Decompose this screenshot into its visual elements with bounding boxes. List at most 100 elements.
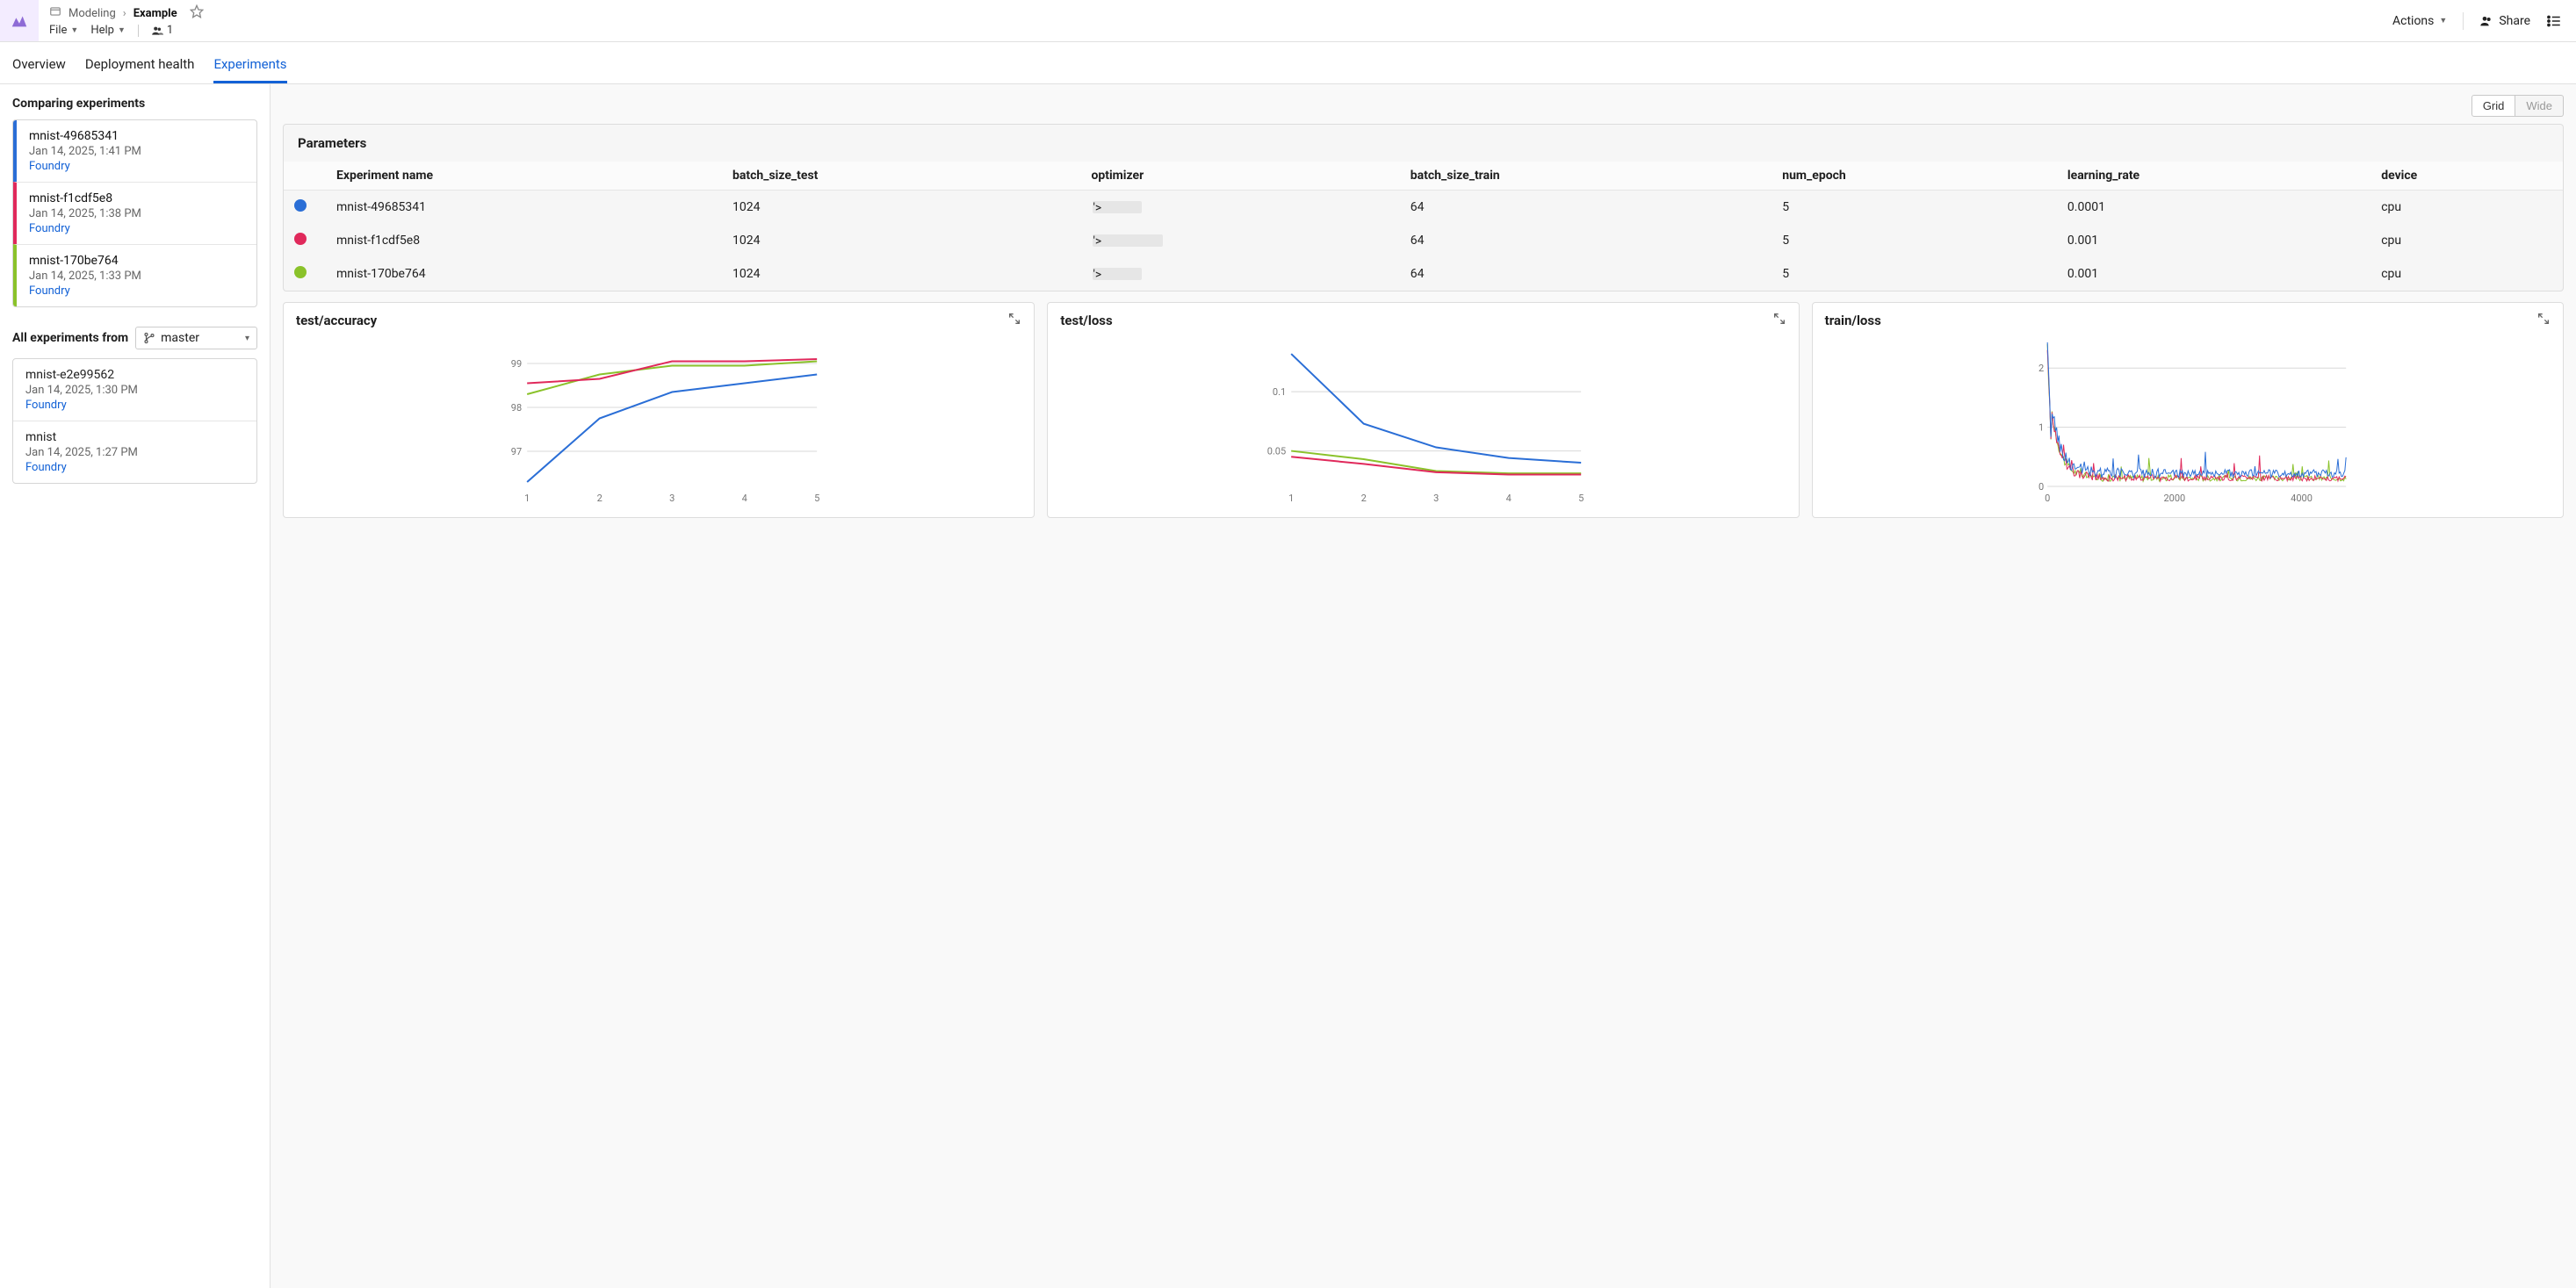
all-experiments-list: mnist-e2e99562 Jan 14, 2025, 1:30 PM Found… bbox=[12, 358, 257, 484]
svg-text:3: 3 bbox=[1433, 493, 1439, 504]
app-logo[interactable] bbox=[0, 0, 39, 41]
cell-epoch: 5 bbox=[1771, 257, 2057, 291]
comparing-experiments-list: mnist-49685341Jan 14, 2025, 1:41 PMFound… bbox=[12, 119, 257, 307]
cell-batch-test: 1024 bbox=[722, 224, 1080, 257]
menu-help[interactable]: Help▼ bbox=[90, 24, 126, 37]
cell-batch-train: 64 bbox=[1400, 224, 1771, 257]
experiment-date: Jan 14, 2025, 1:41 PM bbox=[29, 145, 244, 158]
experiment-date: Jan 14, 2025, 1:30 PM bbox=[25, 384, 244, 397]
cell-optimizer: '> bbox=[1080, 191, 1399, 225]
tab-overview[interactable]: Overview bbox=[12, 51, 66, 83]
series-dot bbox=[294, 199, 307, 212]
experiment-card[interactable]: mnist-49685341Jan 14, 2025, 1:41 PMFound… bbox=[13, 120, 256, 182]
svg-text:2: 2 bbox=[1361, 493, 1367, 504]
cell-epoch: 5 bbox=[1771, 191, 2057, 225]
cell-batch-test: 1024 bbox=[722, 191, 1080, 225]
actions-divider bbox=[2463, 12, 2464, 30]
cell-name: mnist-170be764 bbox=[326, 257, 722, 291]
svg-text:0.1: 0.1 bbox=[1273, 386, 1286, 398]
svg-text:1: 1 bbox=[2038, 422, 2044, 434]
table-header: batch_size_test bbox=[722, 162, 1080, 191]
experiment-date: Jan 14, 2025, 1:27 PM bbox=[25, 446, 244, 459]
svg-text:4: 4 bbox=[742, 493, 747, 504]
cell-lr: 0.001 bbox=[2057, 257, 2370, 291]
expand-icon[interactable] bbox=[1772, 312, 1786, 329]
cell-epoch: 5 bbox=[1771, 224, 2057, 257]
breadcrumb-chevron: › bbox=[123, 7, 126, 20]
parameters-title: Parameters bbox=[284, 125, 2563, 162]
cell-name: mnist-49685341 bbox=[326, 191, 722, 225]
list-icon[interactable] bbox=[2546, 13, 2562, 29]
experiment-card[interactable]: mnist-f1cdf5e8 Jan 14, 2025, 1:38 PM Found… bbox=[13, 182, 256, 244]
chart-title: train/loss bbox=[1825, 313, 1881, 328]
cell-lr: 0.001 bbox=[2057, 224, 2370, 257]
svg-text:0: 0 bbox=[2038, 481, 2044, 493]
chart-train-loss: train/loss 012020004000 bbox=[1812, 302, 2564, 518]
experiment-name: mnist-170be764 bbox=[29, 254, 244, 268]
svg-text:2000: 2000 bbox=[2163, 493, 2185, 504]
breadcrumb-current[interactable]: Example bbox=[133, 7, 177, 20]
cell-batch-test: 1024 bbox=[722, 257, 1080, 291]
tab-experiments[interactable]: Experiments bbox=[213, 51, 286, 83]
parameters-table: Experiment namebatch_size_testoptimizerb… bbox=[284, 162, 2563, 291]
experiment-name: mnist-f1cdf5e8 bbox=[29, 191, 244, 205]
svg-text:1: 1 bbox=[524, 493, 530, 504]
actions-button[interactable]: Actions▼ bbox=[2392, 14, 2447, 28]
experiment-source[interactable]: Foundry bbox=[29, 160, 244, 173]
expand-icon[interactable] bbox=[2536, 312, 2551, 329]
experiment-name: mnist-e2e99562 bbox=[25, 368, 244, 382]
table-row[interactable]: mnist-f1cdf5e81024'>6450.001cpu bbox=[284, 224, 2563, 257]
view-grid-button[interactable]: Grid bbox=[2471, 95, 2516, 117]
table-header: Experiment name bbox=[326, 162, 722, 191]
svg-text:0.05: 0.05 bbox=[1267, 446, 1286, 457]
view-wide-button[interactable]: Wide bbox=[2515, 95, 2564, 117]
cell-batch-train: 64 bbox=[1400, 257, 1771, 291]
experiment-date: Jan 14, 2025, 1:38 PM bbox=[29, 207, 244, 220]
svg-text:4000: 4000 bbox=[2291, 493, 2313, 504]
expand-icon[interactable] bbox=[1007, 312, 1021, 329]
svg-text:5: 5 bbox=[1578, 493, 1584, 504]
chart-test-accuracy: test/accuracy 97989912345 bbox=[283, 302, 1035, 518]
chart-title: test/accuracy bbox=[296, 313, 377, 328]
share-button[interactable]: Share bbox=[2479, 14, 2530, 28]
users-count: 1 bbox=[167, 24, 173, 37]
cell-optimizer: '> bbox=[1080, 224, 1399, 257]
experiment-source[interactable]: Foundry bbox=[29, 222, 244, 235]
experiment-source[interactable]: Foundry bbox=[25, 399, 244, 412]
breadcrumb-parent[interactable]: Modeling bbox=[69, 7, 116, 20]
chart-title: test/loss bbox=[1060, 313, 1112, 328]
cell-optimizer: '> bbox=[1080, 257, 1399, 291]
experiment-date: Jan 14, 2025, 1:33 PM bbox=[29, 270, 244, 283]
branch-select[interactable]: master bbox=[135, 327, 257, 349]
svg-text:98: 98 bbox=[511, 402, 522, 414]
svg-text:5: 5 bbox=[814, 493, 819, 504]
experiment-card[interactable]: mnistJan 14, 2025, 1:27 PMFoundry bbox=[13, 421, 256, 483]
svg-text:97: 97 bbox=[511, 446, 522, 457]
table-row[interactable]: mnist-496853411024'>6450.0001cpu bbox=[284, 191, 2563, 225]
cell-name: mnist-f1cdf5e8 bbox=[326, 224, 722, 257]
table-row[interactable]: mnist-170be7641024'>6450.001cpu bbox=[284, 257, 2563, 291]
svg-text:3: 3 bbox=[669, 493, 675, 504]
comparing-title: Comparing experiments bbox=[12, 97, 257, 111]
experiment-card[interactable]: mnist-e2e99562 Jan 14, 2025, 1:30 PM Found… bbox=[13, 359, 256, 421]
table-header: batch_size_train bbox=[1400, 162, 1771, 191]
experiment-card[interactable]: mnist-170be764 Jan 14, 2025, 1:33 PMFound… bbox=[13, 244, 256, 306]
svg-text:2: 2 bbox=[597, 493, 603, 504]
chart-test-loss: test/loss 0.050.112345 bbox=[1047, 302, 1799, 518]
series-dot bbox=[294, 233, 307, 245]
users-indicator[interactable]: 1 bbox=[151, 24, 173, 37]
menu-file[interactable]: File▼ bbox=[49, 24, 78, 37]
sidebar: Comparing experiments mnist-49685341Jan … bbox=[0, 84, 271, 1288]
tab-deployment-health[interactable]: Deployment health bbox=[85, 51, 195, 83]
parameters-panel: Parameters Experiment namebatch_size_tes… bbox=[283, 124, 2564, 291]
experiment-source[interactable]: Foundry bbox=[29, 284, 244, 298]
svg-text:4: 4 bbox=[1506, 493, 1512, 504]
cell-lr: 0.0001 bbox=[2057, 191, 2370, 225]
all-experiments-label: All experiments from bbox=[12, 331, 128, 345]
series-dot bbox=[294, 266, 307, 278]
star-icon[interactable] bbox=[190, 4, 204, 22]
experiment-source[interactable]: Foundry bbox=[25, 461, 244, 474]
tab-strip: Overview Deployment health Experiments bbox=[0, 42, 2576, 84]
table-header: learning_rate bbox=[2057, 162, 2370, 191]
table-header: device bbox=[2370, 162, 2563, 191]
